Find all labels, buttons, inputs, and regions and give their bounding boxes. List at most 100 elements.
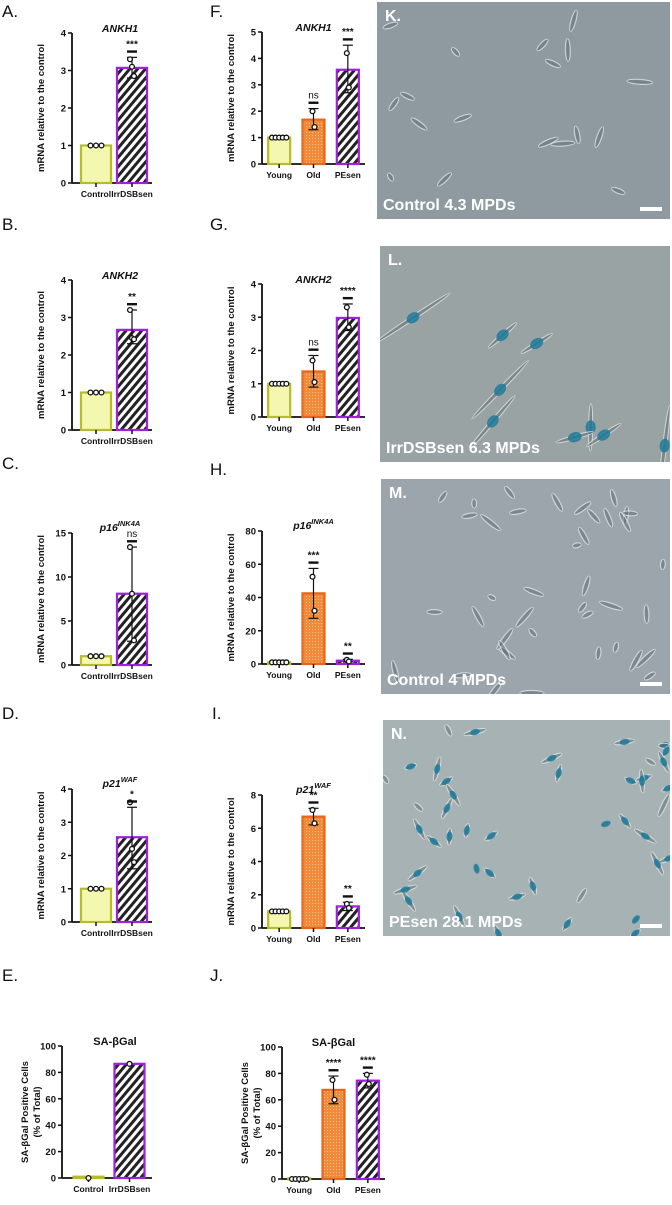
y-axis-title: mRNA relative to the control [226,798,237,926]
bar-chart: SA-βGal SA-βGal Positive Cells(% of Total… [20,1036,152,1194]
data-point [98,142,105,149]
significance-label: ** [344,884,352,895]
data-point [130,336,138,343]
data-point [365,1080,372,1088]
x-tick-label: Young [286,1185,312,1195]
data-point [128,590,136,597]
chart-i-p21: p21WAF mRNA relative to the control 0 2 4 6 8 Y… [226,770,370,955]
chart-g-ankh2: ANKH2 mRNA relative to the control 0 1 2 3 4 Yo… [226,268,370,453]
panel-label-d: D. [2,704,19,723]
y-tick-label: 4 [251,857,257,868]
y-axis-title: mRNA relative to the control [36,792,47,920]
x-tick-label: PEsen [335,934,361,944]
y-tick-label: 0 [61,661,66,672]
data-point [98,653,105,660]
y-tick-label: 100 [260,1043,276,1054]
data-point [92,389,100,396]
bar-irrdsbsen [113,1062,146,1180]
significance-label: *** [342,27,354,38]
panel-label-j: J. [210,966,224,985]
panel-label-h: H. [210,460,227,479]
significance-label: **** [340,286,356,297]
data-point [126,306,134,314]
bar-chart: SA-βGal SA-βGal Positive Cells(% of Total… [240,1037,385,1195]
chart-title: p16INK4A [292,517,334,532]
y-tick-label: 5 [61,617,67,628]
y-tick-label: 2 [251,107,256,118]
chart-j-sabgal: SA-βGal SA-βGal Positive Cells(% of Total… [230,1030,385,1205]
y-tick-label: 60 [45,1094,56,1105]
y-axis-title: SA-βGal Positive Cells(% of Total) [20,1061,43,1163]
y-tick-label: 3 [61,818,66,829]
y-axis-title: SA-βGal Positive Cells(% of Total) [240,1062,263,1164]
y-tick-label: 0 [61,179,66,190]
bar-chart: p21WAF mRNA relative to the control 0 1 2 3 4 C… [36,775,153,938]
chart-c-p16: p16INK4A mRNA relative to the control 0 5 10… [20,519,170,705]
significance-label: *** [126,39,138,50]
y-tick-label: 10 [55,573,66,584]
micrograph-k: K. Control 4.3 MPDs [377,2,670,219]
chart-d-p21: p21WAF mRNA relative to the control 0 1 2 3 4 C… [20,765,170,950]
data-point [283,659,290,666]
data-point [303,1175,310,1183]
x-tick-label: IrrDSBsen [111,671,153,681]
y-tick-label: 3 [61,313,66,324]
y-tick-label: 0 [61,918,66,929]
data-point [92,142,100,149]
y-tick-label: 80 [265,1069,276,1080]
significance-label: **** [360,1055,376,1066]
y-tick-label: 1 [61,388,67,399]
data-point [87,885,94,892]
y-axis-title: mRNA relative to the control [36,291,47,419]
y-tick-label: 0 [251,413,256,424]
data-point [98,885,105,892]
x-tick-label: PEsen [355,1185,381,1195]
x-tick-label: Young [266,934,292,944]
x-tick-label: Young [266,670,292,680]
micrograph-m-label: M. [389,485,407,502]
chart-title: SA-βGal [93,1036,136,1048]
y-tick-label: 4 [61,785,67,796]
y-tick-label: 20 [45,1147,56,1158]
data-point [343,304,350,311]
data-point [345,658,352,665]
y-tick-label: 1 [251,379,257,390]
bar-chart: ANKH1 mRNA relative to the control 0 1 2 3 4 Co… [36,23,153,199]
x-tick-label: PEsen [335,170,361,180]
bar-pesen [335,316,360,419]
micrograph-l: L. IrrDSBsen 6.3 MPDs [380,246,670,462]
micrograph-k-caption: Control 4.3 MPDs [383,197,516,214]
bar-irrdsbsen [115,66,149,185]
bar-chart: ANKH2 mRNA relative to the control 0 1 2 3 4 Co… [36,270,153,446]
data-point [126,544,134,551]
significance-label: **** [326,1058,342,1069]
data-point [345,905,352,912]
panel-label-f: F. [210,2,224,21]
x-tick-label: IrrDSBsen [109,1184,151,1194]
chart-title: ANKH2 [294,274,331,286]
data-point [329,1076,336,1084]
scale-bar [640,924,662,928]
y-tick-label: 8 [251,791,256,802]
data-point [309,573,316,580]
y-tick-label: 3 [251,80,256,91]
x-tick-label: Control [81,928,111,938]
chart-title: ANKH1 [294,22,331,34]
x-tick-label: Old [306,170,320,180]
y-tick-label: 4 [61,276,67,287]
x-tick-label: Control [73,1184,103,1194]
data-point [363,1071,370,1078]
scale-bar [640,207,662,211]
bar-young [267,136,292,166]
y-tick-label: 2 [251,346,256,357]
chart-b-ankh2: ANKH2 mRNA relative to the control 0 1 2 3 4 Co… [20,268,170,453]
y-tick-label: 2 [61,851,66,862]
micrograph-l-caption: IrrDSBsen 6.3 MPDs [386,440,540,457]
micrograph-m: M. Control 4 MPDs [381,479,670,694]
y-tick-label: 0 [271,1175,276,1186]
panel-label-g: G. [210,215,228,234]
y-tick-label: 2 [251,890,256,901]
data-point [92,885,100,892]
x-tick-label: IrrDSBsen [111,436,153,446]
bar-chart: ANKH1 mRNA relative to the control 0 1 2 3 4 5 Y… [226,22,365,180]
